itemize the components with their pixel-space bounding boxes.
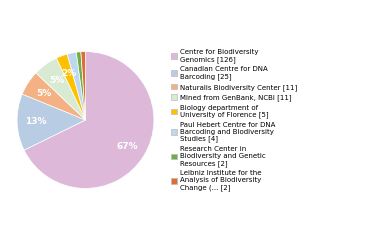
Legend: Centre for Biodiversity
Genomics [126], Canadian Centre for DNA
Barcoding [25], : Centre for Biodiversity Genomics [126], … — [171, 49, 297, 191]
Wedge shape — [17, 94, 85, 150]
Text: 13%: 13% — [25, 117, 47, 126]
Wedge shape — [56, 54, 86, 120]
Wedge shape — [81, 52, 86, 120]
Wedge shape — [36, 58, 86, 120]
Text: 2%: 2% — [61, 69, 76, 78]
Wedge shape — [24, 52, 154, 188]
Text: 67%: 67% — [117, 142, 138, 150]
Wedge shape — [67, 52, 86, 120]
Wedge shape — [76, 52, 86, 120]
Text: 5%: 5% — [36, 89, 52, 98]
Text: 5%: 5% — [49, 76, 64, 84]
Wedge shape — [22, 73, 86, 120]
